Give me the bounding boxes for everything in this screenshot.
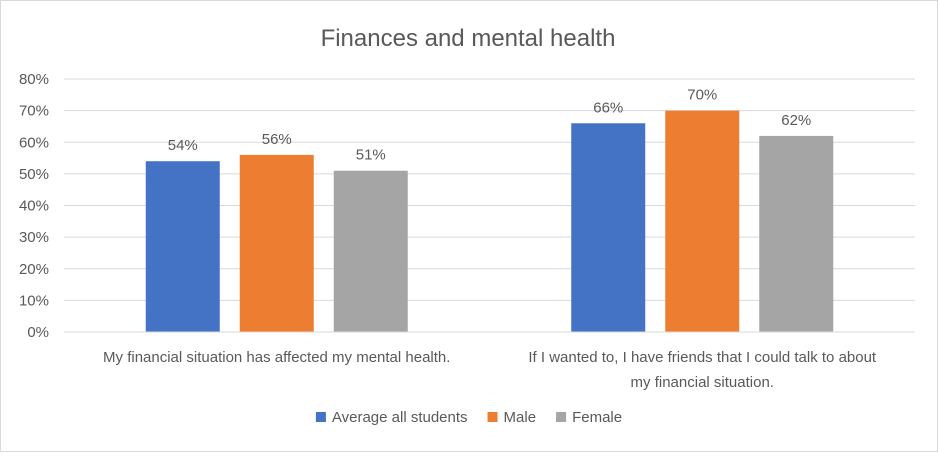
legend-swatch bbox=[315, 412, 326, 422]
y-tick-label: 0% bbox=[27, 324, 49, 341]
y-tick-label: 40% bbox=[19, 198, 49, 215]
y-tick-label: 50% bbox=[19, 166, 49, 183]
data-labels: 54% 56% 51% 66% 70% 62% bbox=[168, 87, 812, 164]
y-tick-label: 30% bbox=[19, 229, 49, 246]
bar bbox=[665, 110, 740, 332]
y-tick-label: 10% bbox=[19, 292, 49, 309]
legend-label: Female bbox=[572, 409, 622, 426]
data-label: 51% bbox=[356, 147, 386, 164]
data-label: 62% bbox=[781, 112, 811, 129]
legend-swatch bbox=[556, 412, 567, 422]
y-tick-label: 70% bbox=[19, 103, 49, 120]
y-axis: 0% 10% 20% 30% 40% 50% 60% 70% 80% bbox=[19, 71, 49, 341]
chart-title: Finances and mental health bbox=[321, 25, 616, 52]
legend-label: Average all students bbox=[332, 409, 468, 426]
bar bbox=[145, 161, 220, 332]
data-label: 54% bbox=[168, 137, 198, 154]
legend: Average all students Male Female bbox=[315, 409, 622, 426]
y-tick-label: 20% bbox=[19, 261, 49, 278]
data-label: 70% bbox=[687, 87, 717, 104]
x-category-label: If I wanted to, I have friends that I co… bbox=[528, 349, 877, 366]
bar bbox=[239, 154, 314, 332]
bar bbox=[571, 123, 646, 333]
x-category-label: my financial situation. bbox=[631, 374, 774, 391]
y-tick-label: 60% bbox=[19, 134, 49, 151]
x-axis: My financial situation has affected my m… bbox=[64, 331, 915, 391]
legend-label: Male bbox=[504, 409, 537, 426]
y-tick-label: 80% bbox=[19, 71, 49, 88]
data-label: 66% bbox=[593, 99, 623, 116]
legend-swatch bbox=[487, 412, 498, 422]
bar bbox=[333, 170, 408, 332]
x-category-label: My financial situation has affected my m… bbox=[103, 349, 450, 366]
bar bbox=[759, 135, 834, 332]
bars bbox=[145, 110, 834, 333]
data-label: 56% bbox=[262, 131, 292, 148]
